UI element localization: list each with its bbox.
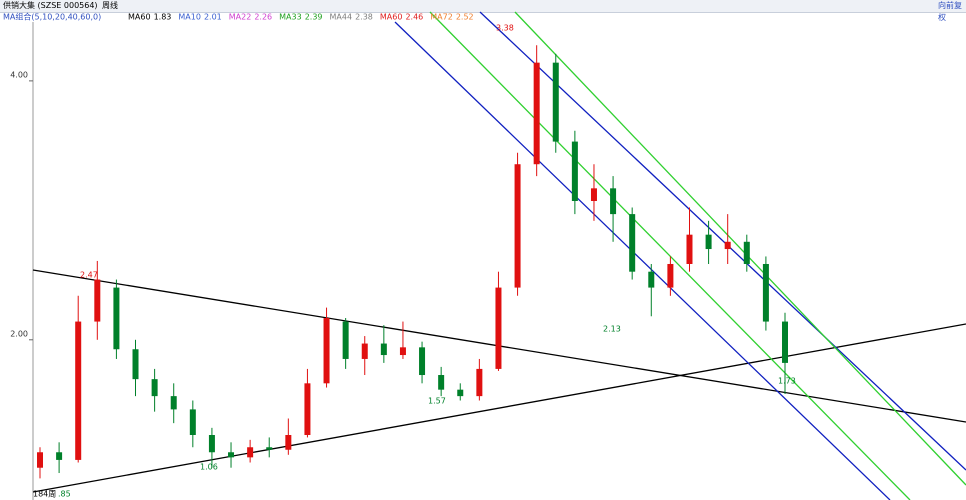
legend-name: MA44 [330,13,353,22]
legend-name: MA22 [229,13,252,22]
candle-body [208,435,215,453]
candle-body [285,435,292,450]
legend-value: 2.01 [204,13,222,22]
candle-body [399,347,406,356]
candle-body [552,62,559,142]
period-select[interactable]: 周线 [102,1,118,10]
legend-value: 2.52 [456,13,474,22]
candle-body [705,234,712,250]
price-annotation: 1.57 [428,397,446,406]
candle-body [247,447,254,458]
trend-line [394,21,891,500]
candle-body [189,409,196,436]
legend-name: MA10 [178,13,201,22]
candle-body [438,375,445,390]
legend-name: MA33 [279,13,302,22]
candle-body [610,188,617,215]
candle-body [667,263,674,288]
candle-body [113,287,120,350]
candle-body [170,396,177,410]
candle-body [457,389,464,397]
price-annotation: 1.73 [778,377,796,386]
candle-body [782,321,788,363]
bottom-label: 184周 [33,490,56,499]
candle-body [151,379,158,397]
candle-body [323,318,330,384]
adjust-select[interactable]: 向前复权 [938,1,962,22]
legend-value: 2.38 [355,13,373,22]
candle-body [132,349,139,380]
candle-body [743,241,750,264]
candle-body [476,368,483,397]
candle-body [75,321,82,460]
price-annotation: 2.13 [603,325,621,334]
candle-body [514,164,521,288]
price-annotation: 3.38 [496,24,514,33]
candle-body [304,383,311,436]
price-annotation: 1.06 [200,463,218,472]
legend-name: MA60 [380,13,403,22]
candle-body [37,452,43,468]
candle-body [361,343,368,359]
stock-name[interactable]: 供销大集 (SZSE 000564) [3,1,98,10]
candle-body [419,347,426,376]
legend-value: 2.26 [254,13,272,22]
candle-body [762,263,769,322]
candle-body [571,141,578,202]
candle-body [266,447,273,450]
candle-body [629,214,636,272]
y-tick-label: 2.00 [10,329,28,338]
legend-name: MA72 [430,13,453,22]
candle-body [533,62,540,165]
candle-body [648,271,655,288]
price-annotation: 2.47 [80,271,98,280]
legend-value: 2.46 [405,13,423,22]
trend-line [32,323,966,493]
candle-body [724,241,731,250]
legend-name: MA60 [128,13,151,22]
candle-body [56,452,63,460]
legend-title: MA组合(5,10,20,40,60,0) [3,12,101,22]
trend-line [479,11,966,471]
price-annotation: .85 [58,490,71,499]
candle-body [380,343,387,356]
legend-value: 2.39 [305,13,323,22]
candle-body [228,452,235,458]
y-tick-label: 4.00 [10,70,28,79]
candle-body [495,287,502,369]
candle-body [590,188,597,202]
legend-value: 1.83 [154,13,172,22]
toolbar: 供销大集 (SZSE 000564) 周线 向前复权 [0,0,966,22]
candle-body [342,321,349,359]
trend-line [429,11,911,500]
trend-lines [32,11,966,500]
candle-body [686,234,693,264]
trend-line [514,11,966,486]
candle-body [94,279,101,322]
